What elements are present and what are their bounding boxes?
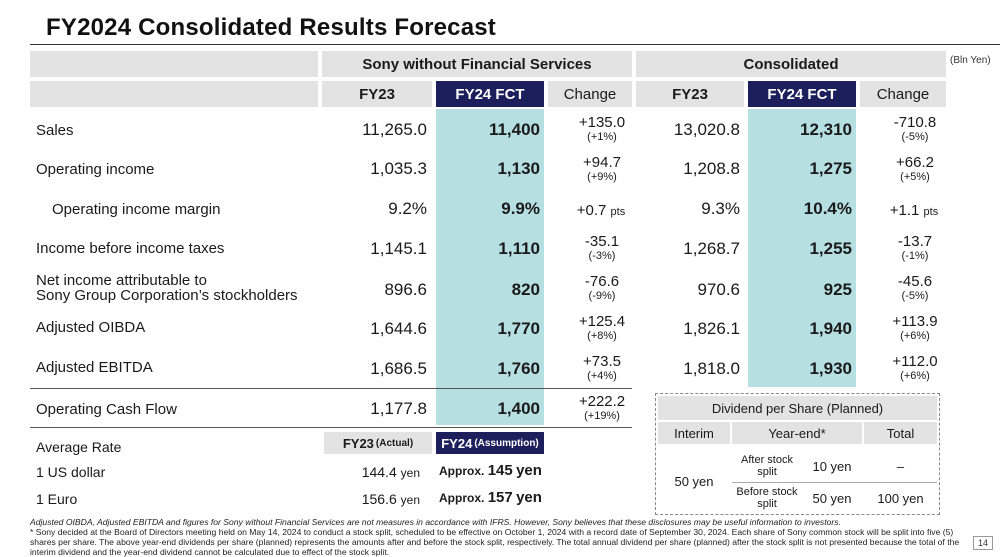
ebitda-fy24-c: 1,930 — [809, 359, 852, 378]
margin-change-a: +0.7 pts — [576, 202, 626, 219]
oibda-change-c: +113.9 (+6%) — [892, 313, 938, 342]
oi-change-c: +66.2 (+5%) — [896, 154, 934, 183]
row-divider-cashflow — [30, 388, 632, 389]
rate-header-fy23: FY23 (Actual) — [324, 432, 432, 454]
col-header-fy24-c: FY24 FCT — [748, 81, 856, 107]
footnote-stock-split: * Sony decided at the Board of Directors… — [30, 527, 960, 557]
oibda-fy23-a: 1,644.6 — [370, 319, 427, 338]
dividend-before-split-total: 100 yen — [877, 490, 924, 506]
dividend-interim-header: Interim — [658, 422, 730, 444]
ni-change-c: -45.6 (-5%) — [897, 273, 933, 302]
page-number: 14 — [973, 536, 994, 550]
dividend-after-split-label: After stock split — [741, 454, 793, 478]
dividend-before-split-value: 50 yen — [812, 490, 852, 506]
rate-usd-label: 1 US dollar — [36, 464, 106, 480]
ebitda-change-c: +112.0 (+6%) — [892, 353, 938, 382]
ibt-change-c: -13.7 (-1%) — [897, 233, 933, 262]
dividend-before-split-label: Before stock split — [736, 486, 798, 510]
row-label-operating-margin: Operating income margin — [52, 201, 221, 218]
ni-change-a: -76.6 (-9%) — [584, 273, 620, 302]
row-label-net-income-line2: Sony Group Corporation’s stockholders — [36, 287, 298, 304]
dividend-row-divider — [732, 482, 937, 483]
rate-eur-label: 1 Euro — [36, 491, 78, 507]
sales-change-a: +135.0 (+1%) — [578, 114, 626, 143]
ocf-fy24-a: 1,400 — [497, 399, 540, 418]
dividend-after-split-total: – — [896, 458, 905, 474]
ocf-change-a: +222.2 (+19%) — [578, 393, 626, 422]
title-divider — [30, 44, 1000, 45]
dividend-yearend-header: Year-end* — [732, 422, 862, 444]
group-header-consolidated: Consolidated — [636, 51, 946, 77]
ocf-fy23-a: 1,177.8 — [370, 399, 427, 418]
header-label-strip-bottom — [30, 81, 318, 107]
footnote-ifrs: Adjusted OIBDA, Adjusted EBITDA and figu… — [30, 517, 841, 527]
unit-label: (Bln Yen) — [950, 55, 991, 66]
average-rate-label: Average Rate — [36, 439, 122, 455]
oibda-fy24-c: 1,940 — [809, 319, 852, 338]
col-header-fy24-a: FY24 FCT — [436, 81, 544, 107]
sales-fy23-a: 11,265.0 — [362, 120, 427, 139]
ni-fy23-a: 896.6 — [384, 280, 427, 299]
ibt-fy23-a: 1,145.1 — [370, 239, 427, 258]
row-label-adjusted-oibda: Adjusted OIBDA — [36, 319, 146, 336]
dividend-total-header: Total — [864, 422, 937, 444]
sales-fy24-c: 12,310 — [800, 120, 852, 139]
oi-fy24-a: 1,130 — [497, 159, 540, 178]
col-header-change-c: Change — [860, 81, 946, 107]
col-header-fy23-a: FY23 — [322, 81, 432, 107]
ni-fy24-c: 925 — [823, 280, 852, 299]
ebitda-fy24-a: 1,760 — [497, 359, 540, 378]
oibda-fy23-c: 1,826.1 — [683, 319, 740, 338]
highlight-fy24-c — [748, 109, 856, 387]
ebitda-change-a: +73.5 (+4%) — [583, 353, 621, 382]
rate-eur-fy23: 156.6 yen — [361, 491, 420, 507]
row-divider-rates — [30, 427, 632, 428]
row-label-operating-income: Operating income — [36, 161, 155, 178]
margin-fy23-c: 9.3% — [701, 199, 740, 218]
sales-fy23-c: 13,020.8 — [673, 120, 740, 139]
ibt-fy24-a: 1,110 — [498, 239, 540, 258]
rate-usd-fy24: Approx. 145 yen — [439, 462, 542, 479]
group-header-sony-without-fs: Sony without Financial Services — [322, 51, 632, 77]
oi-fy23-c: 1,208.8 — [683, 159, 740, 178]
row-label-income-before-taxes: Income before income taxes — [36, 240, 225, 257]
ni-fy23-c: 970.6 — [697, 280, 740, 299]
oibda-change-a: +125.4 (+8%) — [578, 313, 626, 342]
sales-change-c: -710.8 (-5%) — [893, 114, 937, 143]
row-label-operating-cash-flow: Operating Cash Flow — [36, 401, 177, 418]
rate-usd-fy23: 144.4 yen — [361, 464, 420, 480]
page-title: FY2024 Consolidated Results Forecast — [46, 14, 497, 41]
ibt-change-a: -35.1 (-3%) — [584, 233, 620, 262]
ebitda-fy23-c: 1,818.0 — [683, 359, 740, 378]
dividend-box: Dividend per Share (Planned) Interim Yea… — [655, 393, 940, 515]
margin-fy24-c: 10.4% — [803, 199, 852, 218]
margin-fy23-a: 9.2% — [388, 199, 427, 218]
dividend-interim-value: 50 yen — [674, 473, 714, 489]
oi-fy24-c: 1,275 — [809, 159, 852, 178]
row-label-adjusted-ebitda: Adjusted EBITDA — [36, 359, 153, 376]
dividend-after-split-value: 10 yen — [812, 458, 852, 474]
col-header-change-a: Change — [548, 81, 632, 107]
ebitda-fy23-a: 1,686.5 — [370, 359, 427, 378]
highlight-fy24-a — [436, 109, 544, 425]
footnotes: Adjusted OIBDA, Adjusted EBITDA and figu… — [30, 517, 970, 557]
header-label-strip-top — [30, 51, 318, 77]
rate-header-fy24: FY24 (Assumption) — [436, 432, 544, 454]
sales-fy24-a: 11,400 — [488, 120, 540, 139]
col-header-fy23-c: FY23 — [636, 81, 744, 107]
dividend-title: Dividend per Share (Planned) — [658, 396, 937, 420]
oibda-fy24-a: 1,770 — [497, 319, 540, 338]
margin-change-c: +1.1 pts — [889, 202, 939, 219]
row-label-net-income-line1: Net income attributable to — [36, 272, 207, 289]
ni-fy24-a: 820 — [511, 280, 540, 299]
rate-eur-fy24: Approx. 157 yen — [439, 489, 542, 506]
ibt-fy24-c: 1,255 — [809, 239, 852, 258]
row-label-sales: Sales — [36, 122, 74, 139]
oi-fy23-a: 1,035.3 — [370, 159, 427, 178]
ibt-fy23-c: 1,268.7 — [683, 239, 740, 258]
oi-change-a: +94.7 (+9%) — [583, 154, 621, 183]
margin-fy24-a: 9.9% — [501, 199, 540, 218]
